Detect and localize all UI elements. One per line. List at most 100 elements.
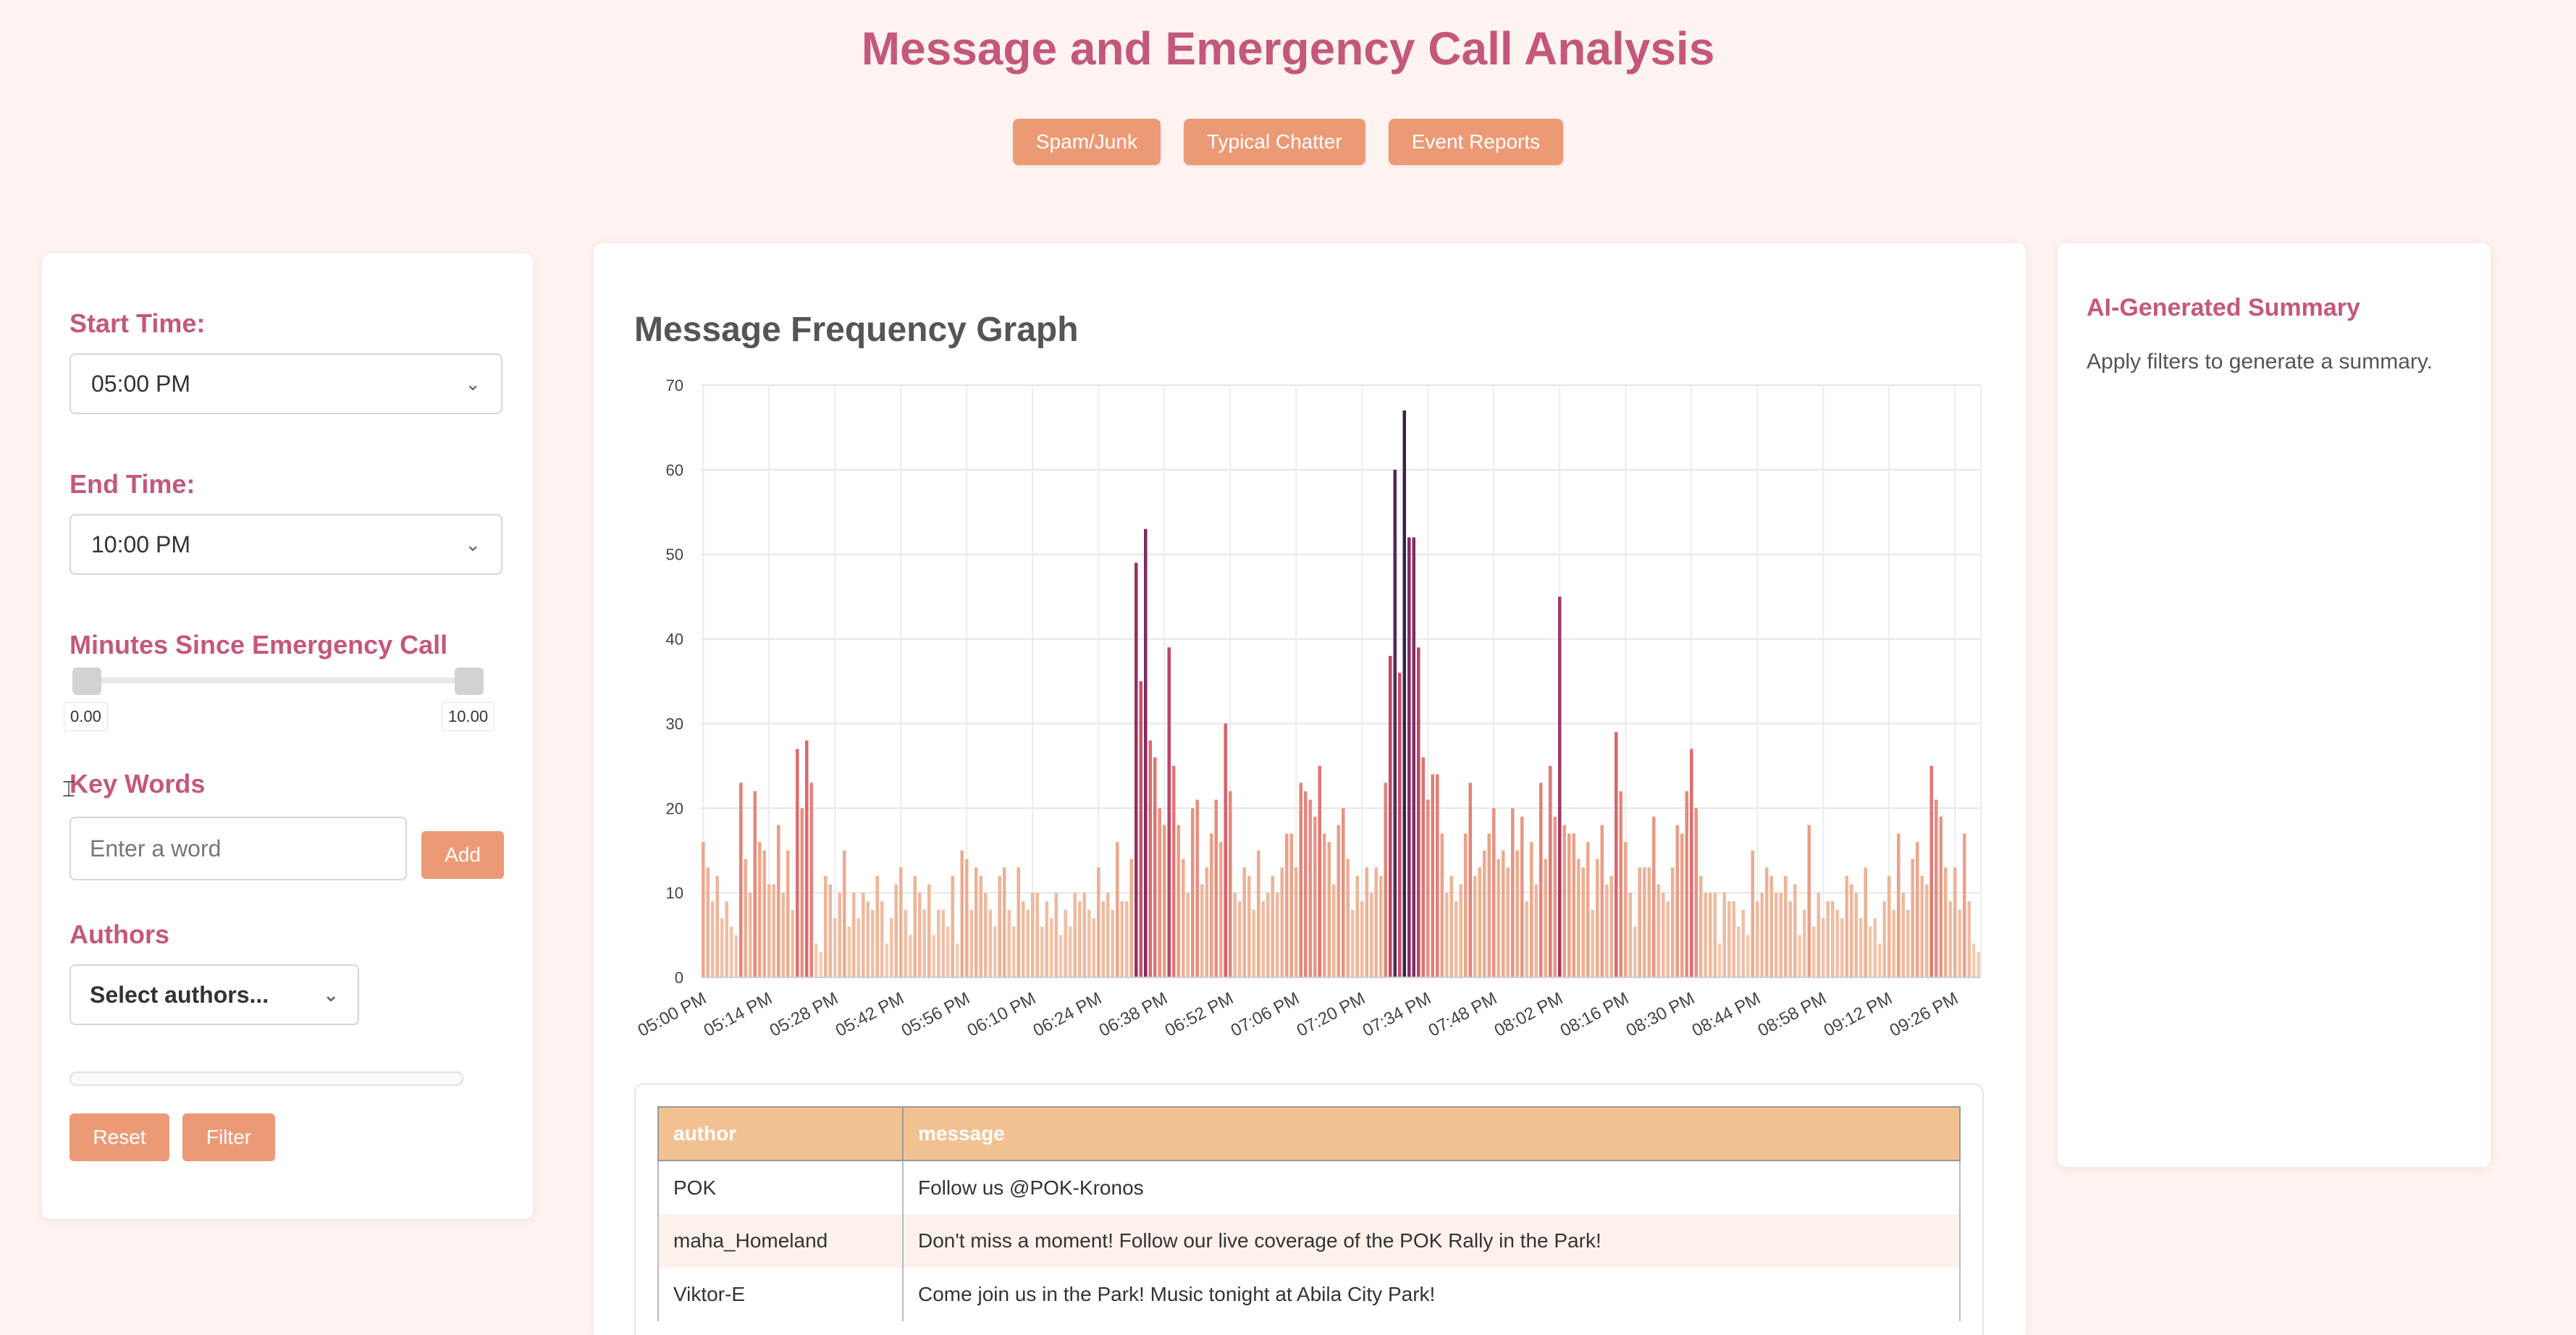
- bar: [1322, 833, 1326, 977]
- end-time-select[interactable]: 10:00 PM ⌄: [70, 514, 502, 575]
- bar: [1642, 867, 1646, 977]
- bar: [1497, 859, 1501, 977]
- bar: [917, 893, 922, 977]
- bar: [1694, 808, 1699, 977]
- bar: [955, 943, 959, 977]
- bar: [1082, 893, 1087, 977]
- bar: [1247, 875, 1251, 977]
- authors-select[interactable]: Select authors... ⌄: [70, 964, 359, 1025]
- bar: [1948, 901, 1953, 977]
- keyword-input[interactable]: Enter a word: [70, 817, 407, 880]
- bar: [1529, 842, 1533, 977]
- slider-max-handle[interactable]: [455, 668, 484, 695]
- bar: [729, 926, 733, 977]
- table-row[interactable]: POK Follow us @POK-Kronos: [657, 1161, 1961, 1214]
- bar: [856, 918, 861, 977]
- bar: [1727, 901, 1731, 977]
- bar: [1657, 884, 1661, 977]
- typical-chatter-button[interactable]: Typical Chatter: [1183, 119, 1365, 165]
- event-reports-button[interactable]: Event Reports: [1388, 119, 1564, 165]
- minutes-slider-track[interactable]: [84, 678, 473, 683]
- bar: [1685, 791, 1689, 977]
- bar: [1510, 808, 1515, 977]
- bar: [757, 842, 762, 977]
- chevron-down-icon: ⌄: [465, 372, 481, 395]
- bar: [1440, 833, 1444, 977]
- progress-bar: [70, 1071, 463, 1086]
- bar: [1821, 918, 1825, 977]
- bar: [1614, 732, 1618, 977]
- add-keyword-button[interactable]: Add: [421, 831, 504, 879]
- bar: [1449, 875, 1454, 977]
- bar: [969, 909, 974, 977]
- bar: [1040, 926, 1044, 977]
- bar: [1167, 647, 1171, 977]
- bar: [1346, 859, 1350, 977]
- message-table: author message POK Follow us @POK-Kronos…: [657, 1106, 1961, 1321]
- bar: [1064, 909, 1068, 977]
- chevron-down-icon: ⌄: [323, 983, 339, 1006]
- x-tick-label: 06:24 PM: [1030, 988, 1105, 1040]
- bar: [1426, 799, 1430, 977]
- filter-button[interactable]: Filter: [182, 1113, 275, 1161]
- bar: [922, 909, 927, 977]
- bar: [1609, 875, 1614, 977]
- bar: [1628, 893, 1633, 977]
- bar: [1397, 673, 1402, 977]
- bar: [1977, 951, 1981, 977]
- bar: [1228, 791, 1232, 977]
- bar: [1402, 410, 1407, 977]
- bar: [720, 918, 724, 977]
- bar: [1341, 808, 1345, 977]
- bar: [1416, 647, 1420, 977]
- bar: [1953, 867, 1957, 977]
- bar: [1774, 893, 1778, 977]
- table-row[interactable]: maha_Homeland Don't miss a moment! Follo…: [657, 1214, 1961, 1268]
- slider-min-handle[interactable]: [72, 668, 101, 695]
- bar: [738, 783, 743, 977]
- bar: [1717, 943, 1722, 977]
- bar: [1877, 943, 1882, 977]
- bar: [1473, 875, 1477, 977]
- bar: [1120, 901, 1124, 977]
- bar: [936, 909, 940, 977]
- x-tick-label: 06:52 PM: [1162, 988, 1237, 1040]
- bar: [1896, 833, 1901, 977]
- start-time-select[interactable]: 05:00 PM ⌄: [70, 353, 502, 414]
- bar: [1308, 799, 1313, 977]
- bar: [1299, 783, 1303, 977]
- filter-panel: Start Time: 05:00 PM ⌄ End Time: 10:00 P…: [42, 253, 533, 1219]
- author-cell: maha_Homeland: [657, 1214, 904, 1268]
- bar: [1054, 893, 1058, 977]
- x-tick-label: 07:06 PM: [1228, 988, 1302, 1040]
- reset-button[interactable]: Reset: [70, 1113, 169, 1161]
- bar: [1689, 749, 1693, 977]
- bar: [828, 884, 833, 977]
- minutes-since-call-label: Minutes Since Emergency Call: [70, 630, 448, 660]
- bar: [781, 893, 786, 977]
- bar: [1515, 850, 1520, 977]
- bar: [1713, 893, 1717, 977]
- spam-junk-button[interactable]: Spam/Junk: [1012, 119, 1161, 165]
- bar: [1369, 893, 1373, 977]
- bar: [1755, 901, 1759, 977]
- bar: [1548, 765, 1552, 977]
- bar: [1487, 833, 1491, 977]
- bar: [1680, 833, 1684, 977]
- bar: [904, 909, 908, 977]
- bar: [1011, 926, 1016, 977]
- graph-title: Message Frequency Graph: [634, 311, 1079, 349]
- bar: [1331, 884, 1336, 977]
- bar: [1591, 909, 1595, 977]
- bar: [1275, 893, 1279, 977]
- bar: [804, 740, 809, 977]
- bar: [1087, 909, 1091, 977]
- bar: [1365, 867, 1369, 977]
- bar: [1115, 842, 1119, 977]
- bar: [1468, 783, 1473, 977]
- table-row[interactable]: Viktor-E Come join us in the Park! Music…: [657, 1268, 1961, 1321]
- bar: [1007, 909, 1011, 977]
- bar: [1704, 893, 1708, 977]
- bar: [1864, 867, 1868, 977]
- bar: [1760, 893, 1764, 977]
